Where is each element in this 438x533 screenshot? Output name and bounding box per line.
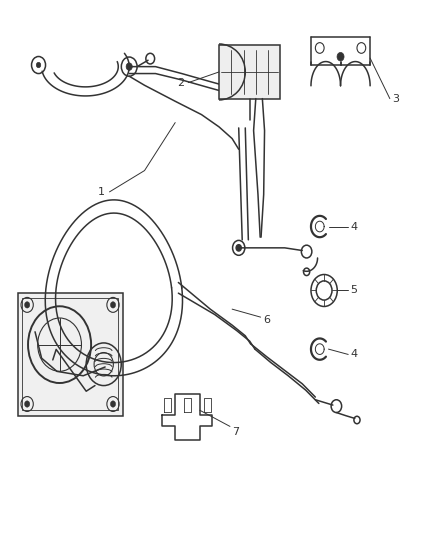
Text: 4: 4 [350,350,357,359]
Circle shape [126,63,132,70]
Circle shape [337,52,344,61]
Text: 3: 3 [392,94,399,103]
FancyBboxPatch shape [18,293,123,416]
Text: 4: 4 [350,222,357,231]
Circle shape [110,401,116,407]
Circle shape [36,62,41,68]
Circle shape [25,302,30,308]
Circle shape [25,401,30,407]
Text: 7: 7 [232,427,239,437]
Text: 5: 5 [350,286,357,295]
Circle shape [110,302,116,308]
Text: 1: 1 [98,187,105,197]
Circle shape [236,245,241,251]
Text: 2: 2 [177,78,184,87]
Text: 6: 6 [263,315,270,325]
FancyBboxPatch shape [219,45,280,99]
